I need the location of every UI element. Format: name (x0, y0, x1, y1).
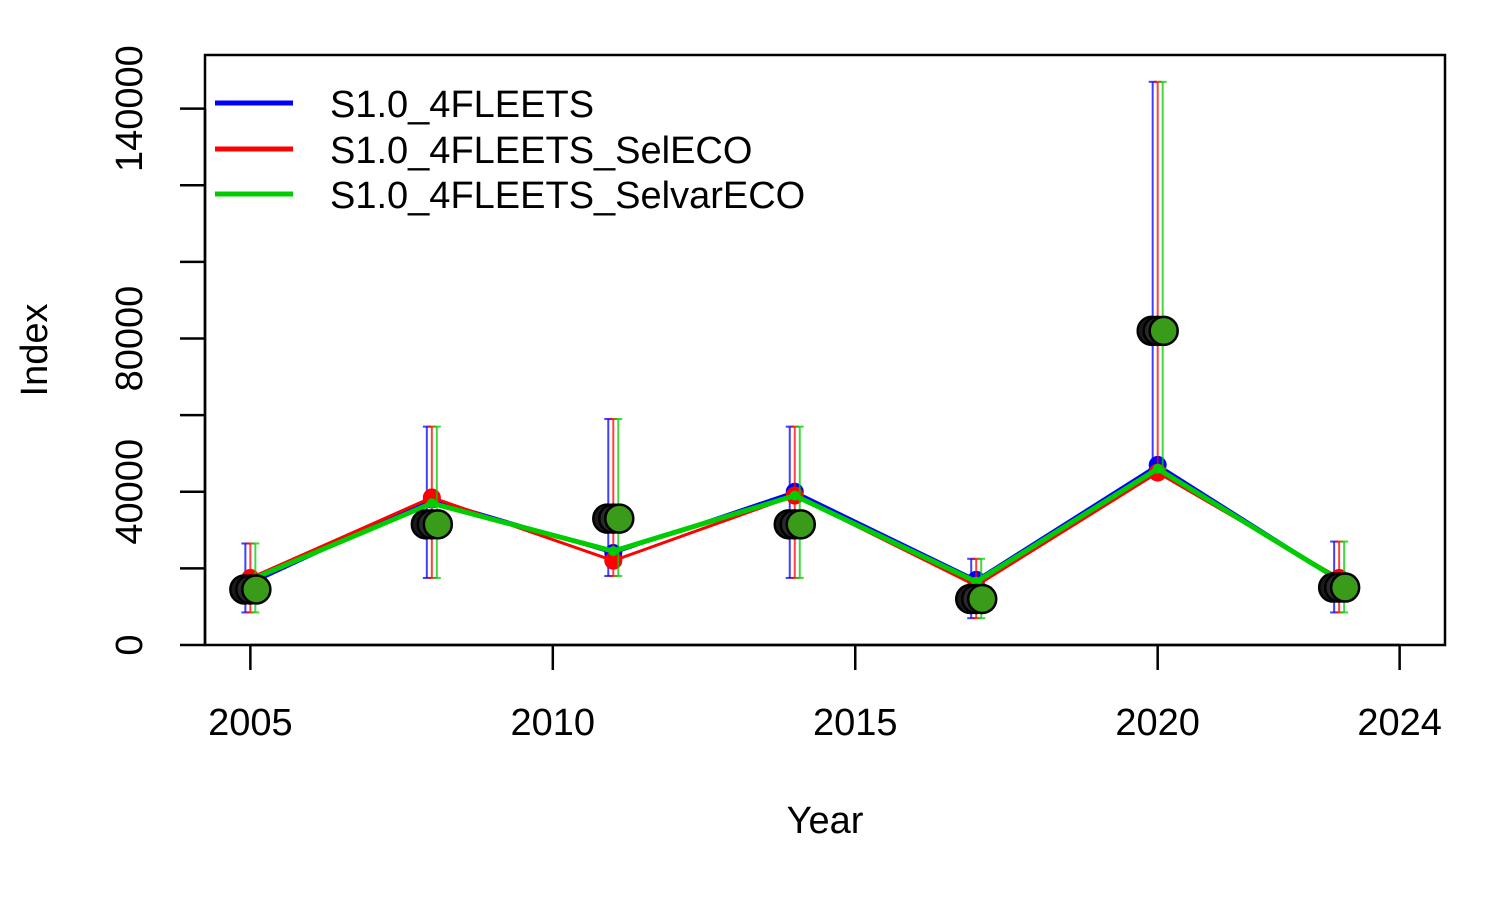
series-3 (245, 80, 1349, 620)
legend-label: S1.0_4FLEETS_SelECO (330, 130, 752, 172)
y-tick-label: 40000 (109, 439, 151, 545)
observed-point (241, 574, 272, 605)
series-point (789, 490, 800, 501)
observed-point (422, 509, 454, 540)
legend: S1.0_4FLEETSS1.0_4FLEETS_SelECOS1.0_4FLE… (215, 84, 805, 217)
legend-label: S1.0_4FLEETS_SelvarECO (330, 175, 805, 217)
legend-label: S1.0_4FLEETS (330, 84, 594, 126)
x-tick-label: 2005 (208, 702, 293, 744)
y-axis-title: Index (14, 304, 56, 397)
x-tick-label: 2020 (1115, 702, 1200, 744)
observed-point (1148, 315, 1179, 347)
y-axis: 0 40000 80000 140000 (109, 45, 207, 656)
x-tick-label: 2010 (511, 702, 596, 744)
observed-point (1329, 572, 1361, 603)
series-point (608, 546, 619, 557)
series-point (426, 498, 437, 509)
x-axis-title: Year (787, 800, 864, 842)
x-tick-label: 2015 (813, 702, 898, 744)
observed-point (966, 583, 998, 615)
x-tick-label: 2024 (1357, 702, 1442, 744)
series-point (1152, 463, 1163, 474)
y-tick-label: 80000 (109, 286, 151, 392)
observed-point (604, 503, 635, 534)
y-tick-label: 0 (109, 634, 151, 655)
observed-point (785, 509, 817, 540)
observed-points-layer (229, 315, 1361, 615)
x-axis: 2005 2010 2015 2020 2024 (208, 643, 1442, 744)
y-tick-label: 140000 (109, 45, 151, 172)
